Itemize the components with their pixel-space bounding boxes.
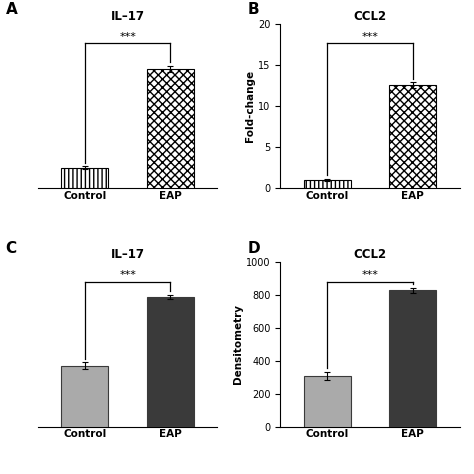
Text: ***: ***	[119, 32, 136, 42]
Text: A: A	[6, 2, 18, 18]
Y-axis label: Densitometry: Densitometry	[233, 304, 243, 384]
Bar	[147, 69, 194, 188]
Text: ***: ***	[362, 32, 378, 42]
Title: CCL2: CCL2	[354, 248, 387, 261]
Title: IL–17: IL–17	[110, 248, 145, 261]
Text: B: B	[248, 2, 260, 18]
Bar	[147, 297, 194, 427]
Text: ***: ***	[119, 270, 136, 280]
Title: CCL2: CCL2	[354, 9, 387, 23]
Text: D: D	[248, 241, 261, 256]
Text: ***: ***	[362, 270, 378, 280]
Text: C: C	[6, 241, 17, 256]
Bar	[389, 85, 436, 188]
Bar	[62, 168, 109, 188]
Bar	[389, 290, 436, 427]
Bar	[304, 180, 351, 188]
Bar	[304, 375, 351, 427]
Y-axis label: Fold-change: Fold-change	[246, 70, 255, 142]
Bar	[62, 366, 109, 427]
Title: IL–17: IL–17	[110, 9, 145, 23]
